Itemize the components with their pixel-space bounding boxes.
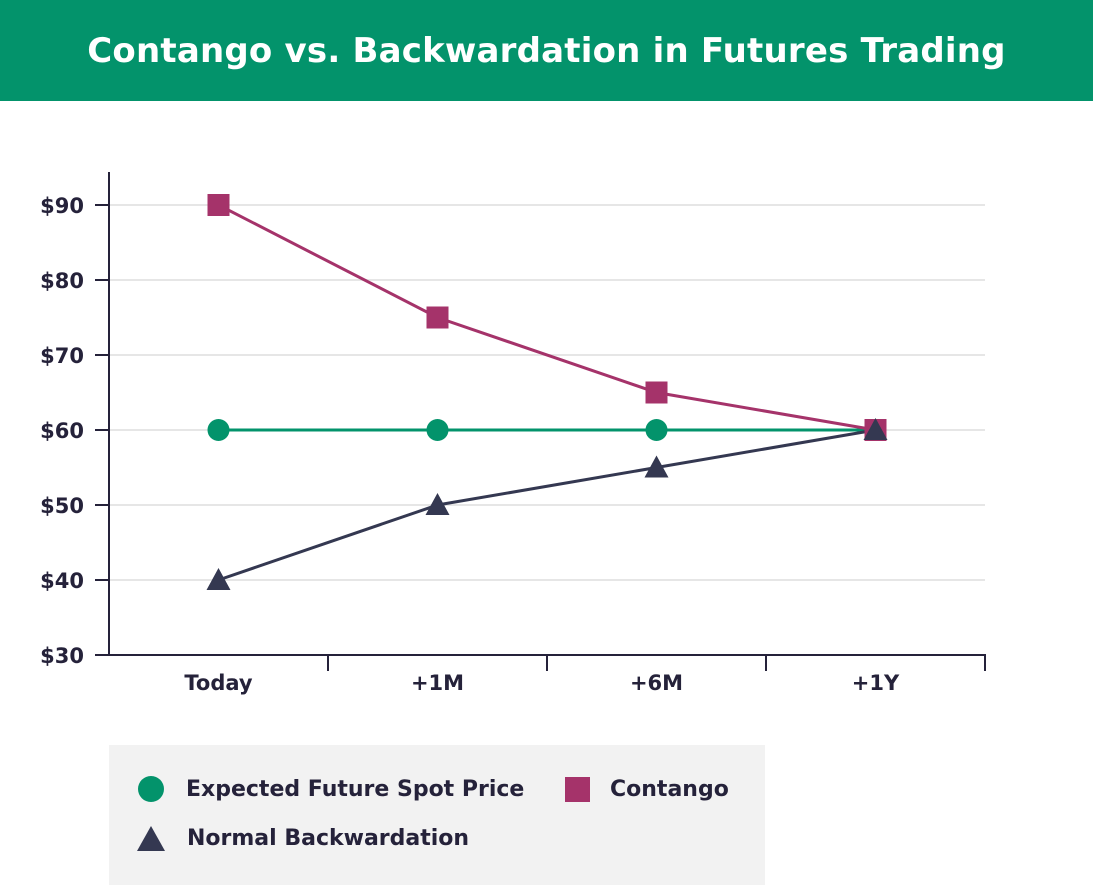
y-tick-label: $50 — [40, 494, 84, 518]
y-tick-label: $80 — [40, 269, 84, 293]
chart-title: Contango vs. Backwardation in Futures Tr… — [87, 30, 1006, 71]
legend-label-backwardation: Normal Backwardation — [187, 826, 470, 851]
series-line-contango — [217, 203, 876, 432]
legend-item-backwardation: Normal Backwardation — [137, 826, 469, 851]
y-tick-label: $60 — [40, 419, 84, 443]
data-point-expected-future-spot-price — [426, 419, 449, 441]
triangle-marker-icon — [137, 826, 165, 851]
series-line-normal-backwardation — [218, 428, 876, 582]
data-point-contango — [207, 194, 230, 216]
data-point-normal-backwardation — [206, 568, 231, 590]
data-point-normal-backwardation — [863, 418, 888, 440]
x-tick-label: Today — [184, 671, 253, 695]
data-point-normal-backwardation — [425, 493, 450, 515]
x-tick-label: +1M — [411, 671, 464, 695]
y-tick-label: $90 — [40, 194, 84, 218]
y-tick-label: $30 — [40, 644, 84, 668]
legend-item-spot: Expected Future Spot Price — [138, 776, 524, 802]
data-point-expected-future-spot-price — [645, 419, 668, 441]
x-tick-label: +6M — [630, 671, 683, 695]
line-chart: $30 $40 $50 $60 $70 $80 $90 Today +1M +6M +1Y — [40, 172, 986, 695]
data-point-contango — [645, 381, 668, 404]
chart-header: Contango vs. Backwardation in Futures Tr… — [0, 0, 1093, 101]
circle-marker-icon — [138, 776, 164, 802]
square-marker-icon — [565, 777, 590, 802]
data-point-normal-backwardation — [644, 455, 669, 478]
data-point-expected-future-spot-price — [207, 419, 230, 441]
legend: Expected Future Spot Price Contango Norm… — [109, 745, 765, 885]
x-tick-label: +1Y — [852, 671, 900, 695]
legend-label-spot: Expected Future Spot Price — [186, 776, 525, 802]
legend-label-contango: Contango — [610, 777, 729, 802]
legend-item-contango: Contango — [565, 777, 729, 802]
y-tick-label: $70 — [40, 344, 84, 368]
data-point-contango — [426, 306, 449, 329]
y-tick-label: $40 — [40, 569, 84, 593]
